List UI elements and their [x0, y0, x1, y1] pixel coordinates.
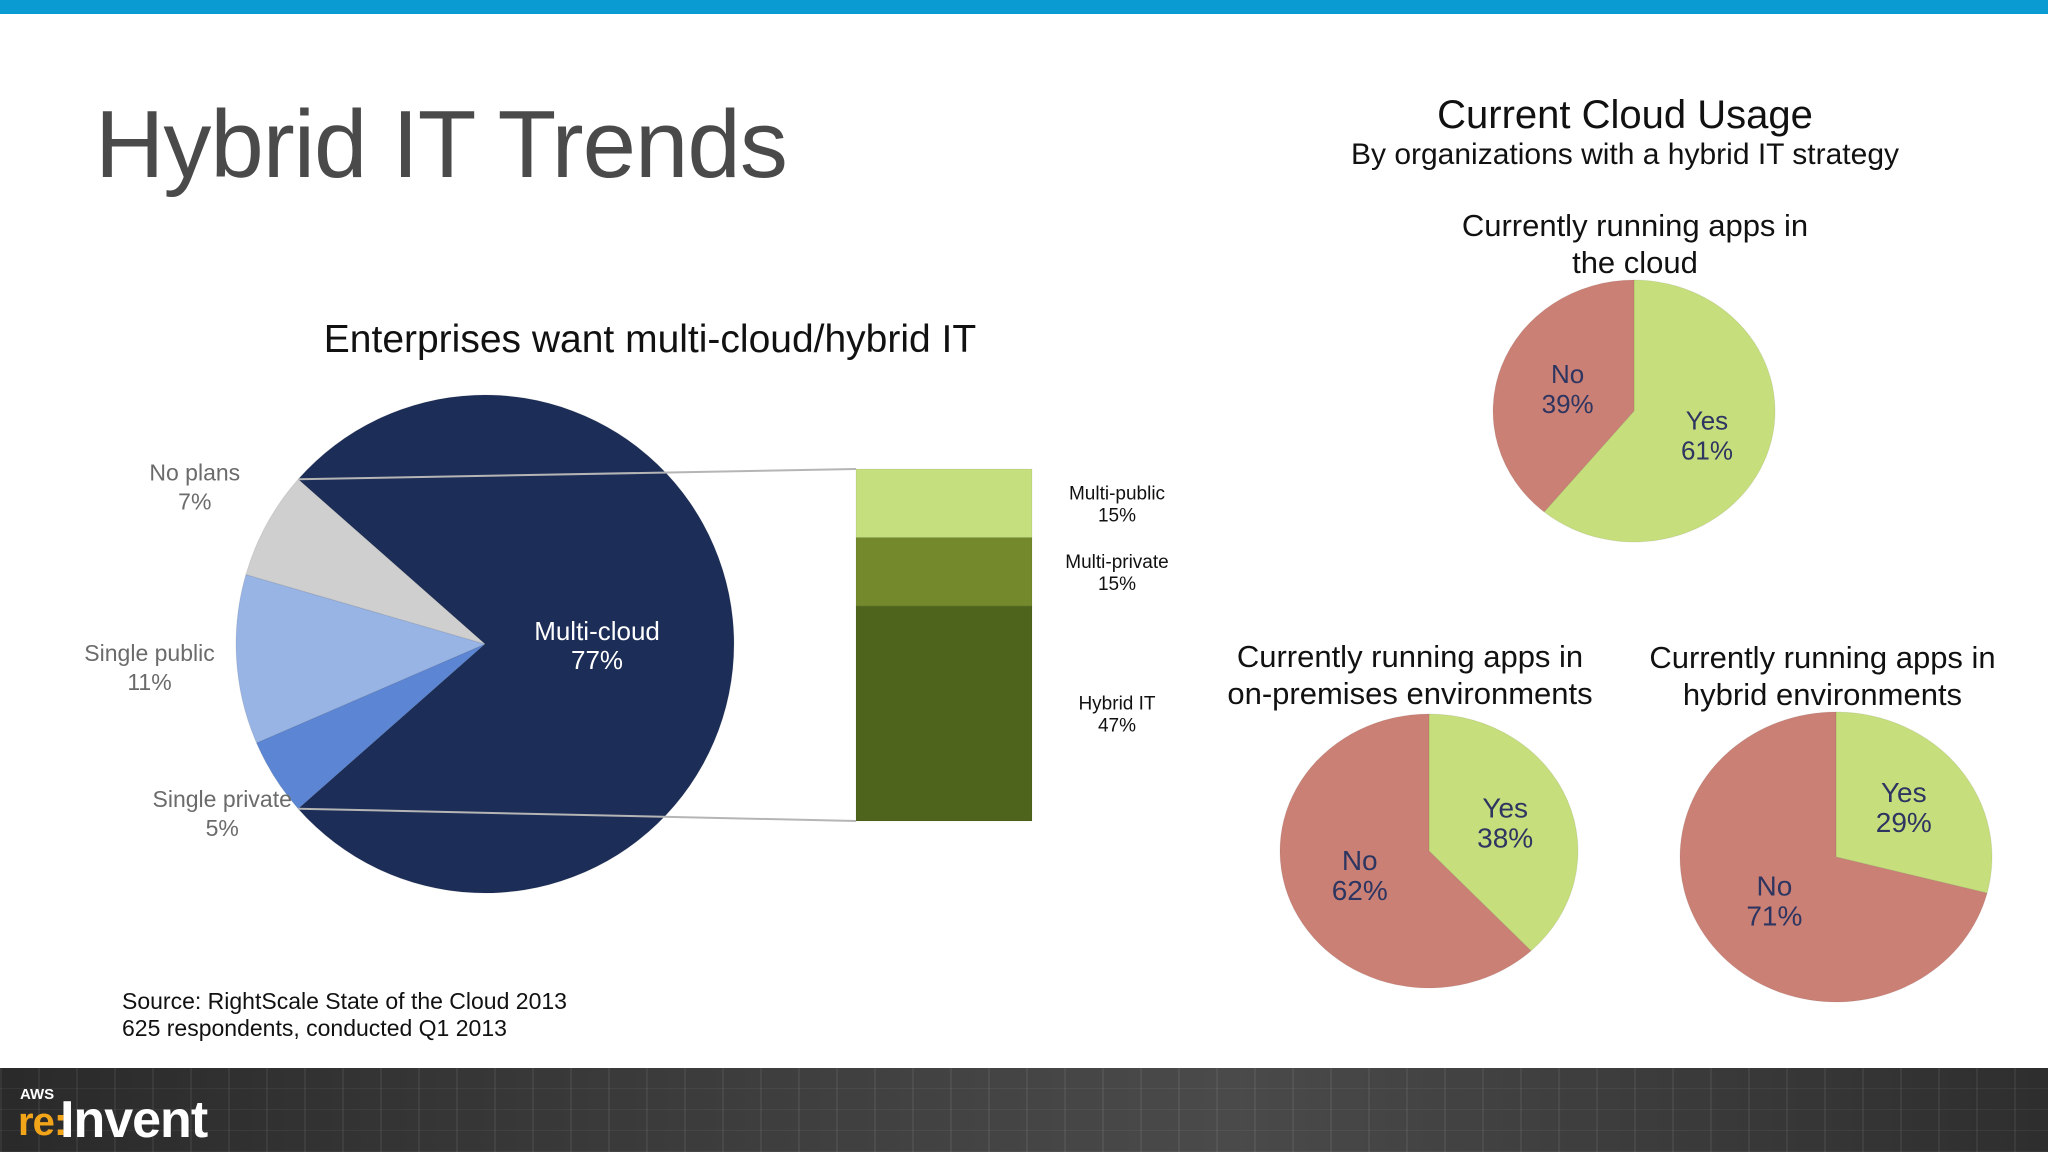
cloud-usage-subtitle: By organizations with a hybrid IT strate… — [1350, 138, 1900, 171]
onprem-pie-heading-line2: on-premises environments — [1227, 676, 1593, 711]
cloud-pie-heading-line1: Currently running apps in — [1461, 208, 1809, 243]
onprem-pie-label-yes: Yes 38% — [1477, 792, 1533, 853]
breakdown-connector-top — [298, 468, 857, 481]
logo-invent-text: Invent — [60, 1091, 208, 1149]
bar-label-multi-public: Multi-public 15% — [1069, 483, 1165, 526]
bar-segment-multi-private — [855, 537, 1033, 607]
onprem-pie-heading-line1: Currently running apps in — [1236, 639, 1584, 674]
cloud-pie-slice-yes — [1543, 279, 1776, 543]
breakdown-connector-bottom — [298, 807, 857, 822]
pie-slice-no-plans — [245, 478, 486, 645]
hybrid-pie-heading-line2: hybrid environments — [1682, 677, 1963, 712]
cloud-pie-label-yes: Yes 61% — [1681, 405, 1733, 465]
charts-canvas: Multi-cloud 77% Single private 5% Single pub… — [84, 279, 1993, 1003]
logo-re-text: re: — [18, 1100, 67, 1144]
slide-title: Hybrid IT Trends — [95, 91, 788, 198]
circuit-pattern — [0, 1068, 2048, 1152]
source-note: Source: RightScale State of the Cloud 20… — [122, 988, 567, 1042]
onprem-pie-slice-no — [1279, 713, 1532, 989]
source-line-2: 625 respondents, conducted Q1 2013 — [122, 1015, 507, 1041]
cloud-pie-label-no: No 39% — [1542, 359, 1594, 419]
pie-label-no-plans: No plans 7% — [149, 459, 240, 514]
bar-label-multi-private: Multi-private 15% — [1065, 552, 1168, 595]
cloud-usage-title: Current Cloud Usage — [1437, 93, 1813, 137]
hybrid-pie-heading-line1: Currently running apps in — [1649, 640, 1996, 675]
hybrid-pie-label-yes: Yes 29% — [1876, 777, 1932, 838]
footer-banner — [0, 1068, 2048, 1152]
onprem-pie — [1279, 713, 1579, 989]
bar-segment-hybrid-it — [855, 605, 1033, 822]
onprem-pie-heading: Currently running apps in on-premises en… — [1190, 638, 1630, 712]
bar-segment-multi-public — [855, 468, 1033, 539]
top-accent-bar — [0, 0, 2048, 14]
pie-slice-single-private — [255, 643, 486, 810]
onprem-pie-slice-yes — [1428, 713, 1579, 952]
hybrid-pie-slice-no — [1679, 711, 1988, 1003]
hybrid-pie-slice-yes — [1835, 711, 1993, 894]
hybrid-pie-label-no: No 71% — [1746, 870, 1802, 931]
pie-slice-single-public — [235, 573, 487, 744]
logo-aws-text: AWS — [20, 1086, 55, 1103]
hybrid-pie — [1679, 711, 1993, 1003]
cloud-pie-heading-line2: the cloud — [1572, 245, 1698, 280]
onprem-pie-label-no: No 62% — [1332, 845, 1388, 906]
pie-label-multi-cloud: Multi-cloud 77% — [534, 616, 660, 675]
pie-label-single-private: Single private 5% — [153, 786, 292, 841]
hybrid-pie-heading: Currently running apps in hybrid environ… — [1600, 639, 2045, 713]
cloud-pie — [1492, 279, 1776, 543]
bar-label-hybrid-it: Hybrid IT 47% — [1078, 694, 1155, 737]
source-line-1: Source: RightScale State of the Cloud 20… — [122, 988, 567, 1014]
pie-label-single-public: Single public 11% — [84, 640, 214, 695]
cloud-pie-slice-no — [1492, 279, 1635, 513]
pie-slice-multi-cloud — [297, 394, 735, 894]
cloud-pie-heading: Currently running apps in the cloud — [1400, 207, 1870, 281]
main-pie-title: Enterprises want multi-cloud/hybrid IT — [323, 318, 977, 361]
